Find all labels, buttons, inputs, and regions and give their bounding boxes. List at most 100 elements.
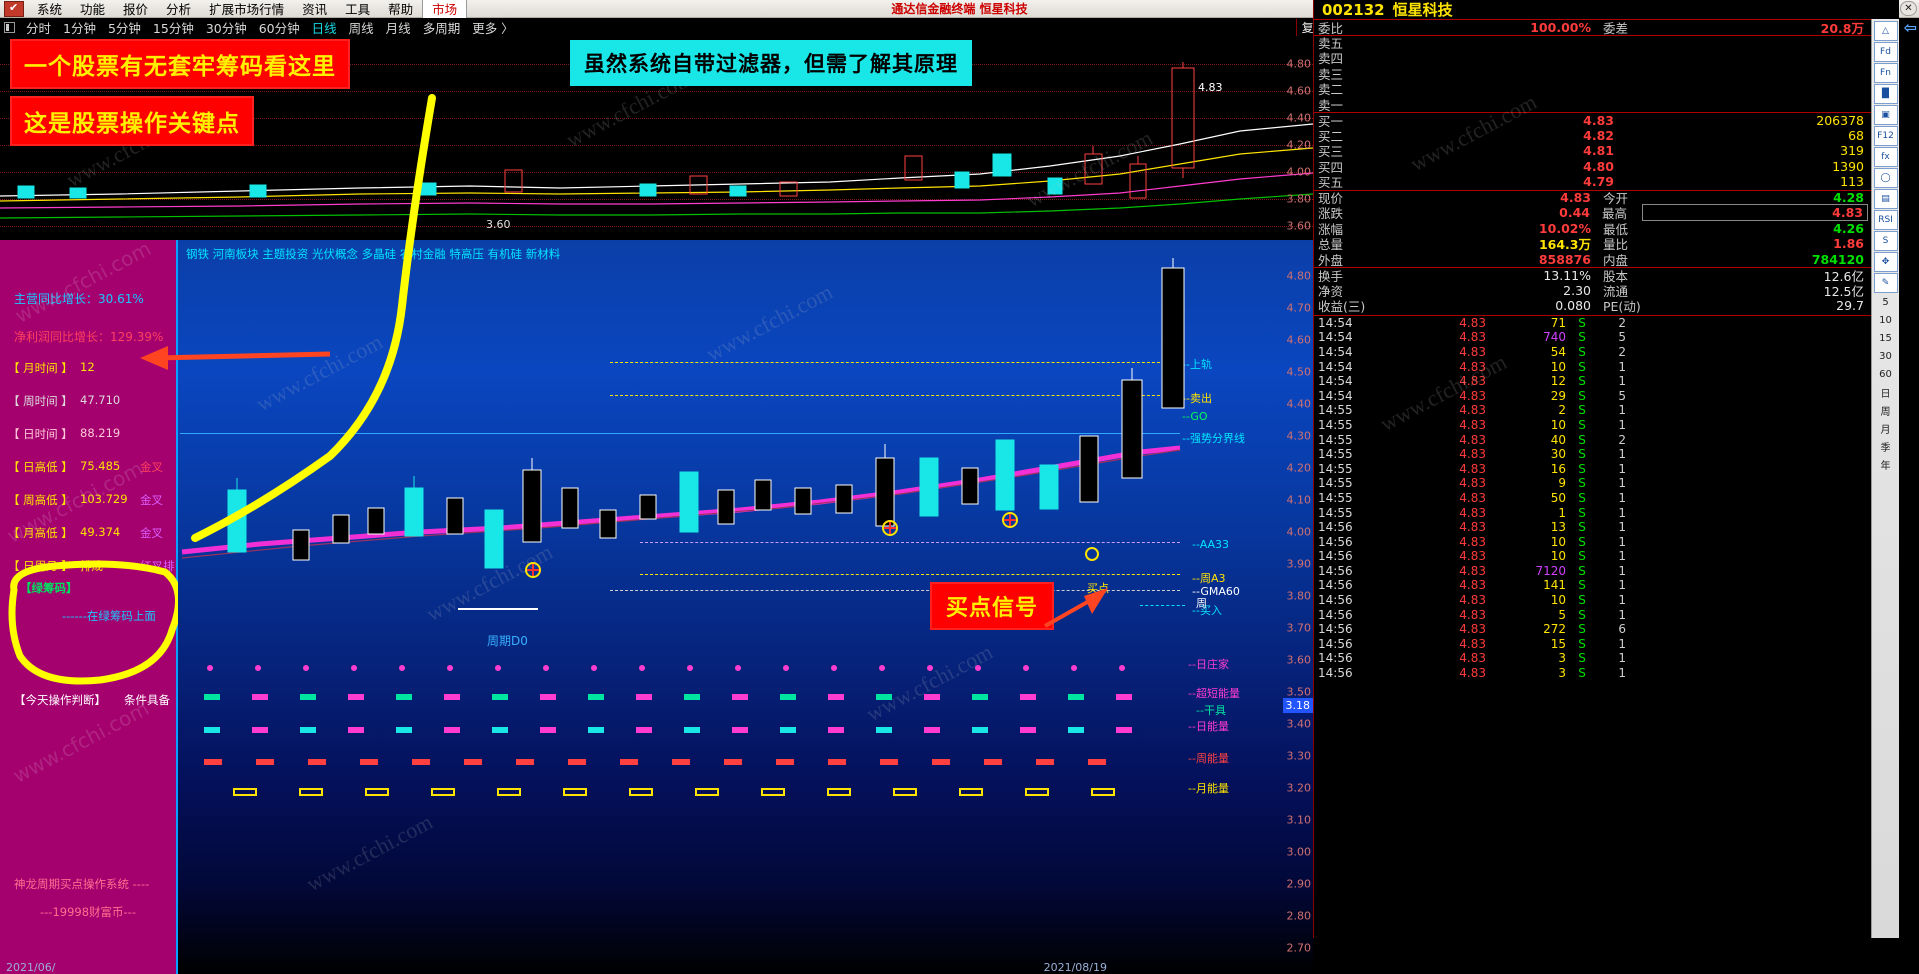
- bid-row-2[interactable]: 买二 4.82 68: [1314, 128, 1872, 144]
- tick-count: 1: [1618, 636, 1626, 651]
- ask-label-2: 卖二: [1318, 82, 1344, 98]
- period-5min[interactable]: 5分钟: [107, 20, 141, 36]
- fx-icon[interactable]: fx: [1873, 147, 1898, 167]
- layout-icon[interactable]: [4, 21, 15, 33]
- tick-row[interactable]: 14:56 4.83 10 S 1: [1314, 534, 1872, 549]
- menu-item-quote[interactable]: 报价: [123, 2, 149, 17]
- ask-row-1[interactable]: 卖一: [1314, 97, 1872, 113]
- stat-value2-0: 4.28: [1833, 190, 1864, 206]
- tick-row[interactable]: 14:56 4.83 10 S 1: [1314, 593, 1872, 608]
- rail-text-5[interactable]: 5: [1882, 297, 1889, 308]
- bid-row-5[interactable]: 买五 4.79 113: [1314, 174, 1872, 190]
- back-arrow-icon[interactable]: ⇦: [1903, 17, 1917, 37]
- rail-text-week[interactable]: 周: [1880, 407, 1891, 418]
- fd-icon[interactable]: Fd: [1873, 42, 1898, 62]
- bars-icon[interactable]: █: [1873, 84, 1898, 104]
- menu-item-tools[interactable]: 工具: [345, 2, 371, 17]
- tick-price: 4.83: [1459, 505, 1486, 520]
- tick-row[interactable]: 14:56 4.83 141 S 1: [1314, 578, 1872, 593]
- tick-price: 4.83: [1459, 388, 1486, 403]
- tick-row[interactable]: 14:54 4.83 10 S 1: [1314, 359, 1872, 374]
- rail-text-30[interactable]: 30: [1879, 351, 1892, 362]
- tick-row[interactable]: 14:56 4.83 3 S 1: [1314, 651, 1872, 666]
- tick-row[interactable]: 14:54 4.83 71 S 2: [1314, 316, 1872, 331]
- tick-row[interactable]: 14:55 4.83 50 S 1: [1314, 491, 1872, 506]
- period-daily[interactable]: 日线: [311, 20, 337, 36]
- move-icon[interactable]: ✥: [1873, 252, 1898, 272]
- tick-row[interactable]: 14:55 4.83 2 S 1: [1314, 403, 1872, 418]
- rail-text-60[interactable]: 60: [1879, 369, 1892, 380]
- tick-row[interactable]: 14:55 4.83 10 S 1: [1314, 418, 1872, 433]
- tick-row[interactable]: 14:54 4.83 740 S 5: [1314, 330, 1872, 345]
- bid-row-3[interactable]: 买三 4.81 319: [1314, 143, 1872, 159]
- period-1min[interactable]: 1分钟: [63, 20, 96, 36]
- period-multi[interactable]: 多周期: [422, 20, 461, 36]
- tick-row[interactable]: 14:56 4.83 15 S 1: [1314, 637, 1872, 652]
- tick-row[interactable]: 14:54 4.83 12 S 1: [1314, 374, 1872, 389]
- menu-item-news[interactable]: 资讯: [302, 2, 328, 17]
- period-monthly[interactable]: 月线: [385, 20, 411, 36]
- menu-tab-market[interactable]: 市场: [422, 0, 468, 20]
- tick-volume: 13: [1550, 520, 1566, 535]
- annotation-note-4: 买点信号: [930, 582, 1055, 630]
- circle-icon[interactable]: ◯: [1873, 168, 1898, 188]
- tick-volume: 740: [1543, 330, 1566, 345]
- tick-time: 14:54: [1318, 374, 1353, 389]
- menu-item-analysis[interactable]: 分析: [166, 2, 192, 17]
- period-30min[interactable]: 30分钟: [205, 20, 247, 36]
- lp-value-5: 49.374: [80, 525, 121, 539]
- bid-vol-4: 1390: [1832, 158, 1864, 174]
- tick-side: S: [1578, 461, 1586, 476]
- ask-row-3[interactable]: 卖三: [1314, 66, 1872, 82]
- tick-count: 1: [1618, 549, 1626, 564]
- bid-row-1[interactable]: 买一 4.83 206378: [1314, 112, 1872, 129]
- ask-row-2[interactable]: 卖二: [1314, 81, 1872, 97]
- rail-text-year[interactable]: 年: [1880, 461, 1891, 472]
- tick-side: S: [1578, 622, 1586, 637]
- period-more[interactable]: 更多 〉: [472, 20, 514, 36]
- menu-item-extended-market[interactable]: 扩展市场行情: [209, 2, 285, 17]
- pencil-icon[interactable]: ✎: [1873, 273, 1898, 293]
- tick-row[interactable]: 14:55 4.83 30 S 1: [1314, 447, 1872, 462]
- s-icon[interactable]: S: [1873, 231, 1898, 251]
- period-intraday[interactable]: 分时: [26, 20, 52, 36]
- tick-list[interactable]: 14:54 4.83 71 S 2 14:54 4.83 740 S 5 14:54 4.83 54 S 2…: [1314, 316, 1872, 681]
- tick-row[interactable]: 14:56 4.83 10 S 1: [1314, 549, 1872, 564]
- tick-row[interactable]: 14:56 4.83 3 S 1: [1314, 666, 1872, 681]
- waveform-icon[interactable]: △: [1873, 21, 1898, 41]
- ask-row-5[interactable]: 卖五: [1314, 34, 1872, 51]
- f12-icon[interactable]: F12: [1873, 126, 1898, 146]
- rail-text-10[interactable]: 10: [1879, 315, 1892, 326]
- tick-row[interactable]: 14:56 4.83 7120 S 1: [1314, 564, 1872, 579]
- tick-row[interactable]: 14:56 4.83 5 S 1: [1314, 607, 1872, 622]
- legend-monthly: --月能量: [1188, 782, 1229, 795]
- tick-row[interactable]: 14:56 4.83 272 S 6: [1314, 622, 1872, 637]
- rail-text-month[interactable]: 月: [1880, 425, 1891, 436]
- menu-item-help[interactable]: 帮助: [388, 2, 414, 17]
- period-15min[interactable]: 15分钟: [152, 20, 194, 36]
- tick-count: 5: [1618, 388, 1626, 403]
- period-60min[interactable]: 60分钟: [258, 20, 300, 36]
- rail-text-day[interactable]: 日: [1880, 389, 1891, 400]
- tick-row[interactable]: 14:54 4.83 54 S 2: [1314, 345, 1872, 360]
- period-weekly[interactable]: 周线: [348, 20, 374, 36]
- close-icon[interactable]: ✕: [1900, 1, 1917, 16]
- fn-icon[interactable]: Fn: [1873, 63, 1898, 83]
- menu-item-function[interactable]: 功能: [80, 2, 106, 17]
- sub-indicator-chart[interactable]: 钢铁 河南板块 主题投资 光伏概念 多晶硅 农村金融 特高压 有机硅 新材料 -…: [0, 240, 1313, 974]
- tick-row[interactable]: 14:54 4.83 29 S 5: [1314, 388, 1872, 403]
- self-icon[interactable]: ▣: [1873, 105, 1898, 125]
- tick-row[interactable]: 14:56 4.83 13 S 1: [1314, 520, 1872, 535]
- menu-item-system[interactable]: 系统: [37, 2, 63, 17]
- tick-row[interactable]: 14:55 4.83 9 S 1: [1314, 476, 1872, 491]
- rail-text-quarter[interactable]: 季: [1880, 443, 1891, 454]
- bid-row-4[interactable]: 买四 4.80 1390: [1314, 159, 1872, 175]
- tick-row[interactable]: 14:55 4.83 40 S 2: [1314, 432, 1872, 447]
- ask-row-4[interactable]: 卖四: [1314, 50, 1872, 66]
- tick-row[interactable]: 14:55 4.83 16 S 1: [1314, 461, 1872, 476]
- tick-row[interactable]: 14:55 4.83 1 S 1: [1314, 505, 1872, 520]
- rsi-icon[interactable]: RSI: [1873, 210, 1898, 230]
- sub-axis-17: 3.10: [1286, 813, 1312, 827]
- multi-icon[interactable]: ▤: [1873, 189, 1898, 209]
- rail-text-15[interactable]: 15: [1879, 333, 1892, 344]
